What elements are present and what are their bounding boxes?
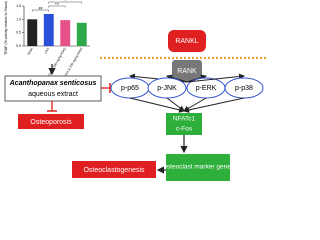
- bar: [76, 22, 87, 46]
- kinase: p-p38: [235, 85, 253, 92]
- significance-bracket: [48, 5, 66, 8]
- genes: Osteoclast marker genes: [162, 164, 235, 171]
- outcome-box: [72, 161, 156, 178]
- y-tick-label: 1.5: [16, 4, 21, 8]
- bar: [27, 19, 38, 46]
- kinase: p-ERK: [196, 85, 217, 92]
- significance-label: ***: [55, 2, 60, 6]
- significance-label: ***: [63, 0, 68, 2]
- extract-name: Acanthopanax senticosus: [9, 80, 97, 87]
- y-axis-label: TRAP (% activity relative to Sham): [4, 1, 8, 55]
- kinase: p-p65: [121, 85, 139, 92]
- transcription-factor: c-Fos: [176, 126, 193, 133]
- disease: Osteoporosis: [30, 119, 72, 126]
- significance-bracket: [32, 9, 49, 12]
- extract-box: [4, 75, 102, 102]
- ligand: RANKL: [175, 38, 198, 45]
- disease-box: [18, 114, 84, 129]
- significance-label: ##: [39, 6, 43, 10]
- bar: [60, 20, 71, 46]
- receptor-shape: [172, 60, 202, 82]
- x-tick-label: OVX: [44, 47, 51, 54]
- arrow: [186, 73, 245, 83]
- x-tick-label: Sham: [26, 46, 34, 55]
- y-tick-label: 1.0: [16, 17, 21, 21]
- transcription-factor: NFATc1: [173, 116, 196, 123]
- kinase: p-JNK: [157, 85, 177, 92]
- significance-bracket: [48, 1, 82, 4]
- extract-type: aqueous extract: [28, 91, 78, 98]
- y-tick-label: 0.0: [16, 44, 21, 48]
- receptor: RANK: [177, 68, 197, 75]
- arrow: [129, 97, 185, 113]
- y-tick-label: 0.5: [16, 31, 21, 35]
- kinase-group: p-p65 p-JNK p-ERK p-p38: [110, 73, 264, 113]
- arrow: [183, 97, 245, 113]
- transcription-box: [166, 113, 202, 135]
- outcome: Osteoclastogenesis: [83, 167, 145, 174]
- ligand-shape: [168, 30, 206, 52]
- x-tick-label: OVX & 200 mg/kg ASAE: [63, 47, 83, 77]
- genes-box: [166, 154, 230, 181]
- bar: [43, 14, 54, 46]
- arrow: [166, 97, 185, 112]
